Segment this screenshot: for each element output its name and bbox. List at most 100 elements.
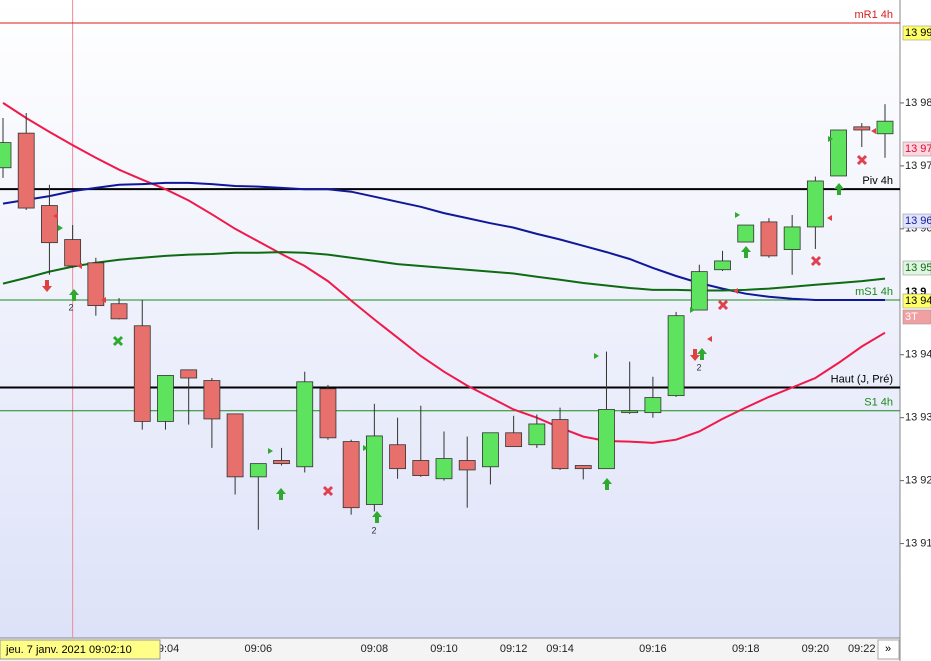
x-tick-label: 09:10 (430, 643, 458, 655)
candle-body (87, 262, 105, 307)
signal-triangle (594, 353, 599, 359)
candle-body (319, 388, 337, 439)
x-tick-label: 09:06 (245, 643, 273, 655)
x-tick-label: 09:12 (500, 643, 528, 655)
candle-body (760, 221, 778, 257)
level-label: Piv 4h (862, 175, 893, 187)
signal-triangle (53, 213, 58, 219)
price-tag-label: 13 95 (905, 262, 931, 274)
signal-triangle (268, 448, 273, 454)
sell-cross (322, 485, 334, 497)
x-tick-label: 09:22 (848, 643, 876, 655)
level-label: mR1 4h (854, 9, 893, 21)
plot-area (0, 0, 900, 638)
scroll-button-label[interactable]: » (885, 643, 891, 655)
scroll-button[interactable] (877, 639, 900, 660)
candle-body (690, 271, 708, 311)
candle-body (528, 423, 546, 446)
candle-body (412, 460, 430, 476)
candle-body (342, 441, 360, 509)
signal-count: 2 (696, 362, 701, 372)
signal-count: 2 (68, 302, 73, 312)
candle-body (110, 303, 128, 320)
candle-body (783, 226, 801, 250)
buy-arrow (372, 511, 382, 523)
candle-body (505, 432, 523, 448)
sell-cross (856, 154, 868, 166)
candle-body (296, 381, 314, 468)
price-tag (902, 213, 931, 229)
candle-body (133, 325, 151, 422)
price-tag (902, 141, 931, 157)
sell-cross (717, 299, 729, 311)
x-tick-label: 09:14 (546, 643, 574, 655)
price-tag (902, 309, 931, 325)
signal-count: 2 (371, 525, 376, 535)
candle-body (17, 132, 35, 209)
candle-body (621, 410, 639, 414)
cursor-label-box (0, 639, 161, 660)
candle-body (365, 435, 383, 505)
signal-triangle (735, 212, 740, 218)
candle-body (644, 397, 662, 414)
candle-body (389, 444, 406, 470)
candle-body (598, 409, 615, 470)
candle-body (458, 460, 476, 471)
buy-arrow (276, 488, 286, 500)
buy-arrow (69, 289, 79, 301)
x-tick-label: 09:20 (802, 643, 830, 655)
x-axis-area (0, 638, 900, 661)
price-tag-label: 13 99 (905, 27, 931, 39)
x-tick-label: 09:18 (732, 643, 760, 655)
y-tick-label: 13 93 (905, 412, 931, 424)
level-label: S1 4h (864, 397, 893, 409)
y-tick-label: 13 94 (905, 349, 931, 361)
sell-cross (810, 255, 822, 267)
candle-body (853, 126, 871, 131)
candle-body (41, 205, 58, 244)
y-tick-label: 13 92 (905, 475, 931, 487)
signal-triangle (58, 225, 63, 231)
candle-body (226, 413, 244, 478)
y-axis-area (900, 0, 931, 661)
level-label: mS1 4h (855, 286, 893, 298)
sell-arrow (42, 280, 52, 292)
buy-arrow (741, 246, 751, 258)
price-tag (902, 293, 931, 309)
price-tag-label: 13 96 (905, 215, 931, 227)
price-tag-label: 13 94 (905, 295, 931, 307)
signal-triangle (101, 297, 106, 303)
buy-cross (112, 335, 124, 347)
signal-triangle (828, 136, 833, 142)
signal-triangle (827, 215, 832, 221)
signal-triangle (733, 288, 738, 294)
candle-body (180, 369, 198, 379)
price-tag-label: 3T (905, 311, 918, 323)
buy-arrow (602, 478, 612, 490)
signal-triangle (363, 445, 368, 451)
price-tag (902, 260, 931, 276)
candle-body (574, 465, 592, 470)
candle-body (737, 224, 755, 243)
buy-arrow (834, 183, 844, 195)
candle-body (482, 432, 499, 468)
signal-triangle (690, 307, 695, 313)
signal-triangle (707, 336, 712, 342)
candle-body (551, 419, 569, 470)
candle-body (435, 458, 453, 480)
y-tick-label: 13 98 (905, 97, 931, 109)
signal-triangle (77, 263, 82, 269)
y-tick-label: 13 97 (905, 160, 931, 172)
candle-body (203, 380, 221, 420)
buy-arrow (697, 348, 707, 360)
cursor-label: jeu. 7 janv. 2021 09:02:10 (5, 644, 132, 656)
candle-body (714, 260, 731, 271)
candle-body (64, 239, 82, 267)
price-tag (902, 25, 931, 41)
candle-body (667, 315, 685, 397)
y-tick-label: 13 91 (905, 537, 931, 549)
signal-triangle (871, 128, 876, 134)
candle-body (157, 375, 174, 422)
